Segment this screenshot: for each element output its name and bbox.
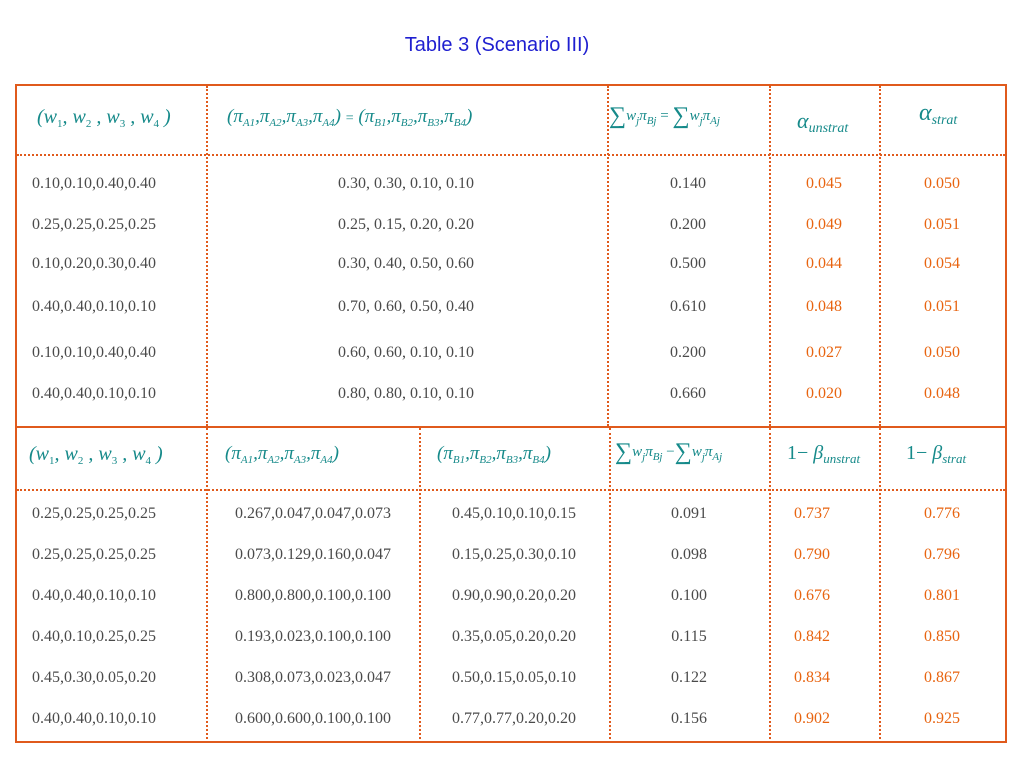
weights-cell: 0.25,0.25,0.25,0.25 bbox=[32, 216, 156, 233]
column-divider bbox=[879, 428, 881, 743]
power-unstrat-cell: 0.676 bbox=[794, 587, 830, 604]
pi-a-cell: 0.267,0.047,0.047,0.073 bbox=[235, 505, 391, 522]
power-strat-cell: 0.796 bbox=[924, 546, 960, 563]
alpha-unstrat-cell: 0.020 bbox=[806, 385, 842, 402]
column-divider bbox=[419, 428, 421, 743]
pi-cell: 0.30, 0.30, 0.10, 0.10 bbox=[338, 175, 474, 192]
power-strat-cell: 0.850 bbox=[924, 628, 960, 645]
sum-cell: 0.156 bbox=[671, 710, 707, 727]
alpha-strat-cell: 0.050 bbox=[924, 344, 960, 361]
pi-a-cell: 0.600,0.600,0.100,0.100 bbox=[235, 710, 391, 727]
pi-cell: 0.80, 0.80, 0.10, 0.10 bbox=[338, 385, 474, 402]
pi-equal-header: (πA1,πA2,πA3,πA4) = (πB1,πB2,πB3,πB4) bbox=[227, 106, 473, 129]
sum-cell: 0.500 bbox=[670, 255, 706, 272]
alpha-strat-cell: 0.051 bbox=[924, 216, 960, 233]
weights-header: (w1, w2 , w3 , w4 ) bbox=[37, 106, 171, 130]
sum-cell: 0.100 bbox=[671, 587, 707, 604]
column-divider bbox=[607, 86, 609, 426]
pi-b-cell: 0.77,0.77,0.20,0.20 bbox=[452, 710, 576, 727]
page-title: Table 3 (Scenario III) bbox=[404, 34, 590, 56]
section-divider bbox=[17, 426, 1005, 428]
power-unstrat-cell: 0.834 bbox=[794, 669, 830, 686]
sum-cell: 0.200 bbox=[670, 216, 706, 233]
weights-cell: 0.40,0.40,0.10,0.10 bbox=[32, 587, 156, 604]
alpha-unstrat-header: αunstrat bbox=[797, 108, 849, 136]
sum-equal-header: ∑wjπBj = ∑wjπAj bbox=[609, 103, 720, 129]
weights-cell: 0.10,0.10,0.40,0.40 bbox=[32, 175, 156, 192]
sum-diff-header: ∑wjπBj −∑wjπAj bbox=[615, 439, 723, 465]
power-unstrat-header: 1− βunstrat bbox=[787, 442, 861, 466]
pi-cell: 0.25, 0.15, 0.20, 0.20 bbox=[338, 216, 474, 233]
weights-cell: 0.25,0.25,0.25,0.25 bbox=[32, 505, 156, 522]
sum-cell: 0.660 bbox=[670, 385, 706, 402]
sum-cell: 0.200 bbox=[670, 344, 706, 361]
pi-b-cell: 0.45,0.10,0.10,0.15 bbox=[452, 505, 576, 522]
pi-a-cell: 0.308,0.073,0.023,0.047 bbox=[235, 669, 391, 686]
alpha-unstrat-cell: 0.045 bbox=[806, 175, 842, 192]
power-strat-header: 1− βstrat bbox=[906, 442, 967, 466]
alpha-unstrat-cell: 0.044 bbox=[806, 255, 842, 272]
alpha-strat-cell: 0.048 bbox=[924, 385, 960, 402]
sum-cell: 0.122 bbox=[671, 669, 707, 686]
weights-cell: 0.25,0.25,0.25,0.25 bbox=[32, 546, 156, 563]
pi-a-cell: 0.193,0.023,0.100,0.100 bbox=[235, 628, 391, 645]
column-divider bbox=[769, 428, 771, 743]
weights-cell: 0.10,0.20,0.30,0.40 bbox=[32, 255, 156, 272]
pi-a-header: (πA1,πA2,πA3,πA4) bbox=[225, 443, 339, 466]
sum-cell: 0.098 bbox=[671, 546, 707, 563]
pi-cell: 0.30, 0.40, 0.50, 0.60 bbox=[338, 255, 474, 272]
column-divider bbox=[769, 86, 771, 426]
power-unstrat-cell: 0.902 bbox=[794, 710, 830, 727]
pi-cell: 0.60, 0.60, 0.10, 0.10 bbox=[338, 344, 474, 361]
pi-a-cell: 0.073,0.129,0.160,0.047 bbox=[235, 546, 391, 563]
weights-cell: 0.40,0.40,0.10,0.10 bbox=[32, 710, 156, 727]
pi-b-cell: 0.15,0.25,0.30,0.10 bbox=[452, 546, 576, 563]
sum-cell: 0.091 bbox=[671, 505, 707, 522]
pi-b-header: (πB1,πB2,πB3,πB4) bbox=[437, 443, 551, 466]
sum-cell: 0.115 bbox=[671, 628, 707, 645]
power-unstrat-cell: 0.737 bbox=[794, 505, 830, 522]
column-divider bbox=[206, 428, 208, 743]
alpha-strat-header: αstrat bbox=[919, 100, 958, 128]
alpha-strat-cell: 0.054 bbox=[924, 255, 960, 272]
pi-a-cell: 0.800,0.800,0.100,0.100 bbox=[235, 587, 391, 604]
column-divider bbox=[609, 428, 611, 743]
weights-header-2: (w1, w2 , w3 , w4 ) bbox=[29, 443, 163, 467]
alpha-strat-cell: 0.051 bbox=[924, 298, 960, 315]
column-divider bbox=[879, 86, 881, 426]
power-unstrat-cell: 0.842 bbox=[794, 628, 830, 645]
alpha-unstrat-cell: 0.027 bbox=[806, 344, 842, 361]
power-strat-cell: 0.925 bbox=[924, 710, 960, 727]
sum-cell: 0.610 bbox=[670, 298, 706, 315]
pi-b-cell: 0.90,0.90,0.20,0.20 bbox=[452, 587, 576, 604]
alpha-strat-cell: 0.050 bbox=[924, 175, 960, 192]
column-divider bbox=[206, 86, 208, 426]
weights-cell: 0.45,0.30,0.05,0.20 bbox=[32, 669, 156, 686]
power-strat-cell: 0.776 bbox=[924, 505, 960, 522]
header-divider-1 bbox=[17, 154, 1005, 156]
power-strat-cell: 0.867 bbox=[924, 669, 960, 686]
header-divider-2 bbox=[17, 489, 1005, 491]
alpha-unstrat-cell: 0.049 bbox=[806, 216, 842, 233]
weights-cell: 0.40,0.10,0.25,0.25 bbox=[32, 628, 156, 645]
sum-cell: 0.140 bbox=[670, 175, 706, 192]
power-unstrat-cell: 0.790 bbox=[794, 546, 830, 563]
weights-cell: 0.40,0.40,0.10,0.10 bbox=[32, 298, 156, 315]
results-table: (w1, w2 , w3 , w4 ) (πA1,πA2,πA3,πA4) = … bbox=[15, 84, 1007, 743]
alpha-unstrat-cell: 0.048 bbox=[806, 298, 842, 315]
pi-b-cell: 0.50,0.15,0.05,0.10 bbox=[452, 669, 576, 686]
pi-cell: 0.70, 0.60, 0.50, 0.40 bbox=[338, 298, 474, 315]
weights-cell: 0.40,0.40,0.10,0.10 bbox=[32, 385, 156, 402]
weights-cell: 0.10,0.10,0.40,0.40 bbox=[32, 344, 156, 361]
power-strat-cell: 0.801 bbox=[924, 587, 960, 604]
pi-b-cell: 0.35,0.05,0.20,0.20 bbox=[452, 628, 576, 645]
